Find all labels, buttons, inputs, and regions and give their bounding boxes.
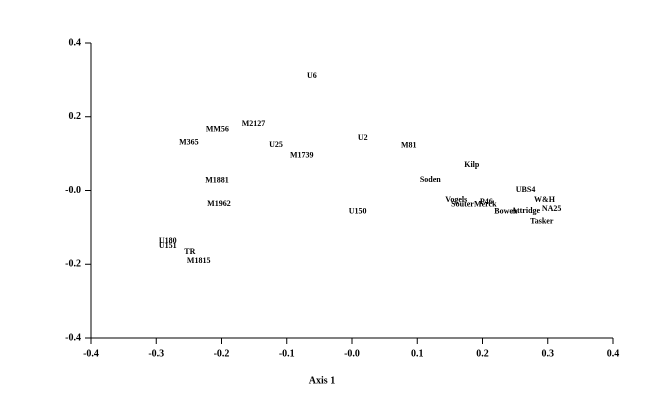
point-label: M1881 — [205, 176, 229, 185]
point-label: Bowen — [494, 207, 518, 216]
y-tick-label: -0.2 — [65, 259, 81, 270]
point-label: Tasker — [530, 217, 554, 226]
point-label: M365 — [179, 137, 199, 146]
point-label: MM56 — [206, 124, 229, 133]
point-label: Attridge — [511, 206, 540, 215]
point-label: TR — [184, 247, 195, 256]
point-label: U2 — [358, 133, 368, 142]
point-label: U25 — [269, 140, 283, 149]
x-tick-label: 0.2 — [476, 348, 489, 359]
point-label: U151 — [159, 241, 177, 250]
point-label: NA25 — [542, 204, 562, 213]
x-tick-label: -0.1 — [279, 348, 295, 359]
point-label: Souter — [451, 200, 474, 209]
point-label: M1962 — [207, 199, 231, 208]
x-tick-label: -0.2 — [214, 348, 230, 359]
point-label: Kilp — [464, 160, 480, 169]
point-label: Vogels — [445, 195, 467, 204]
x-tick-label: 0.4 — [607, 348, 620, 359]
point-label: Soden — [420, 175, 441, 184]
x-tick-label: -0.4 — [83, 348, 99, 359]
x-axis-label: Axis 1 — [309, 375, 335, 386]
y-tick-label: 0.4 — [69, 37, 82, 48]
point-label: U6 — [307, 71, 317, 80]
point-label: M1739 — [290, 151, 314, 160]
point-label: P46 — [480, 197, 493, 206]
point-label: M2127 — [242, 119, 266, 128]
y-tick-label: -0.0 — [65, 185, 81, 196]
x-tick-label: 0.3 — [542, 348, 555, 359]
y-tick-label: 0.2 — [69, 111, 82, 122]
point-label: M81 — [401, 141, 417, 150]
point-label: U150 — [349, 207, 367, 216]
x-tick-label: -0.0 — [344, 348, 360, 359]
point-label: M1815 — [187, 256, 211, 265]
x-tick-label: 0.1 — [411, 348, 424, 359]
x-tick-label: -0.3 — [148, 348, 164, 359]
y-tick-label: -0.4 — [65, 332, 81, 343]
point-label: U180 — [159, 236, 177, 245]
point-label: W&H — [534, 195, 556, 204]
point-label: Merck — [474, 200, 497, 209]
point-label: UBS4 — [516, 185, 536, 194]
